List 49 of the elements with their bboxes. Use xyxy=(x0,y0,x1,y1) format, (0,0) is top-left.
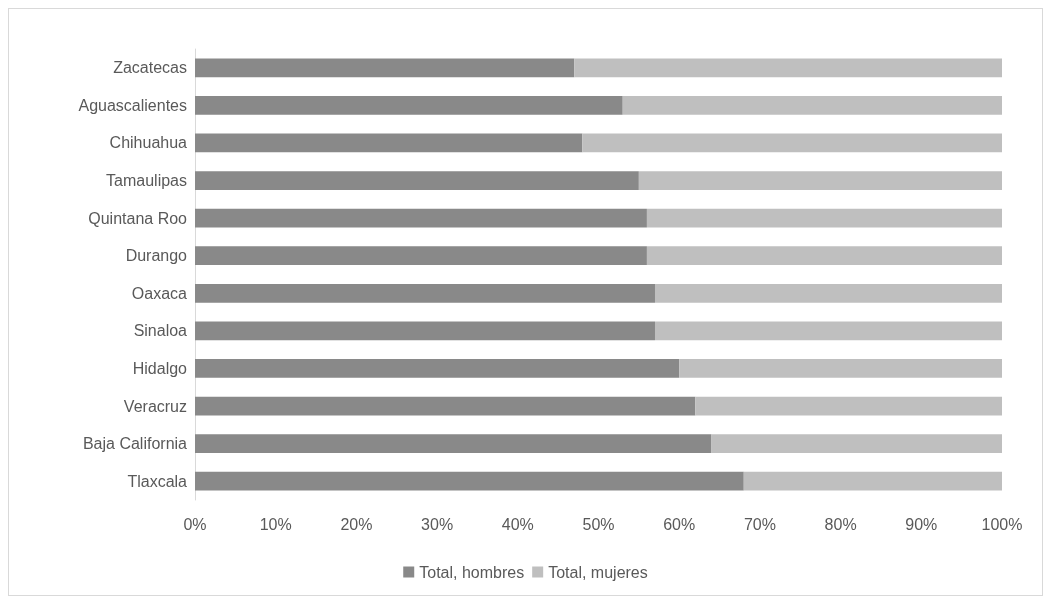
bar xyxy=(654,283,1002,303)
y-tick-label: Durango xyxy=(125,247,188,265)
x-tick-label: 40% xyxy=(501,515,534,533)
x-tick-label: 80% xyxy=(824,515,857,533)
x-tick-label: 70% xyxy=(743,515,776,533)
y-tick-label: Veracruz xyxy=(123,397,187,415)
x-tick-label: 30% xyxy=(421,515,454,533)
bar xyxy=(574,58,1002,78)
y-tick-label: Baja California xyxy=(82,435,188,453)
bar xyxy=(582,133,1002,153)
bar xyxy=(195,208,647,228)
bar xyxy=(195,434,712,454)
x-tick-label: 20% xyxy=(340,515,373,533)
legend-label: Total, hombres xyxy=(419,563,525,581)
bar xyxy=(622,95,1002,115)
y-tick-label: Tlaxcala xyxy=(127,472,188,490)
bar xyxy=(195,171,639,190)
legend-label: Total, mujeres xyxy=(548,563,648,581)
bar xyxy=(646,208,1002,228)
x-tick-label: 50% xyxy=(582,515,615,533)
bar xyxy=(711,434,1002,454)
y-tick-label: Aguascalientes xyxy=(78,96,187,114)
x-tick-label: 0% xyxy=(183,515,207,533)
bar xyxy=(654,321,1002,341)
bar xyxy=(646,246,1002,266)
bar xyxy=(195,58,575,78)
bar xyxy=(195,471,744,491)
y-tick-label: Quintana Roo xyxy=(88,209,188,227)
bar xyxy=(679,359,1002,378)
y-tick-label: Hidalgo xyxy=(132,359,188,377)
x-tick-label: 90% xyxy=(905,515,938,533)
bar xyxy=(195,321,655,341)
y-tick-label: Chihuahua xyxy=(109,134,188,152)
x-tick-label: 10% xyxy=(259,515,292,533)
x-tick-label: 60% xyxy=(663,515,696,533)
x-tick-label: 100% xyxy=(981,515,1023,533)
bar xyxy=(195,359,680,378)
y-tick-label: Oaxaca xyxy=(131,284,188,302)
y-tick-label: Tamaulipas xyxy=(106,172,187,190)
bar xyxy=(195,283,655,303)
y-tick-label: Sinaloa xyxy=(133,322,188,340)
bar xyxy=(695,396,1002,416)
y-tick-label: Zacatecas xyxy=(113,59,187,77)
bar xyxy=(638,171,1002,190)
bar xyxy=(195,396,696,416)
bar xyxy=(195,246,647,266)
bar xyxy=(743,471,1002,491)
bar xyxy=(195,133,583,153)
bar xyxy=(195,95,623,115)
